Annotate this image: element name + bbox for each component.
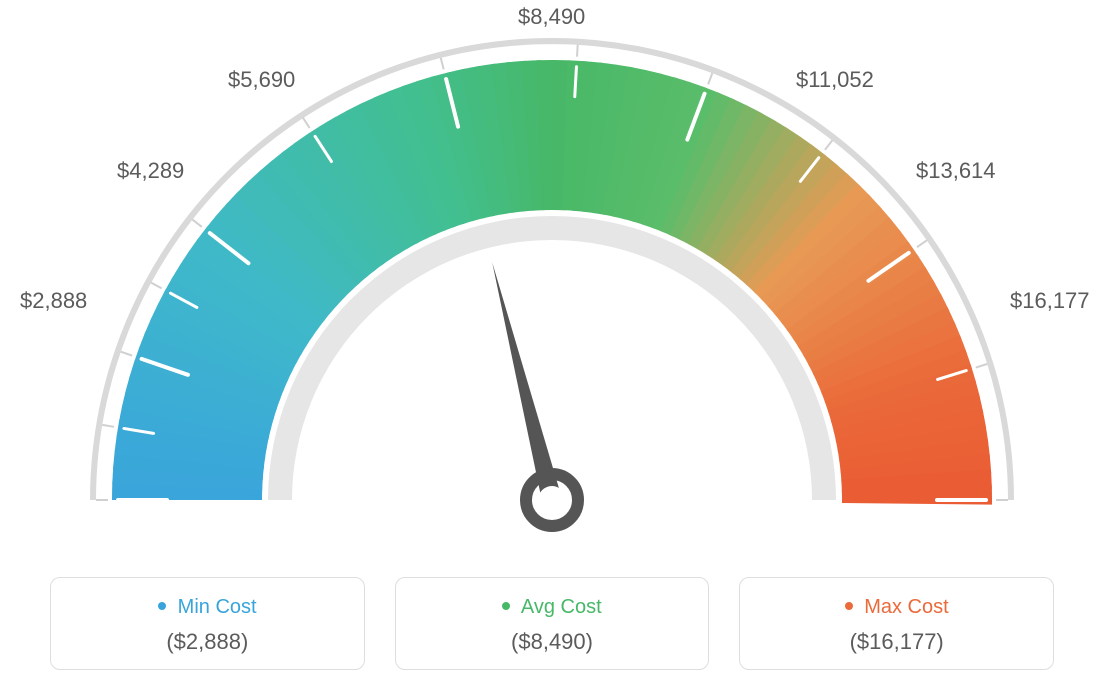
- avg-cost-label: Avg Cost: [521, 596, 602, 618]
- gauge-tick-label: $4,289: [117, 158, 184, 184]
- min-cost-value: ($2,888): [61, 629, 354, 655]
- gauge-tick-label: $2,888: [20, 288, 87, 314]
- gauge-tick-label: $11,052: [796, 67, 874, 93]
- gauge-chart-container: $2,888 $4,289 $5,690 $8,490 $11,052 $13,614 $1…: [0, 0, 1104, 690]
- max-cost-value: ($16,177): [750, 629, 1043, 655]
- min-cost-title: Min Cost: [61, 596, 354, 619]
- gauge-tick-label: $16,177: [1010, 288, 1090, 314]
- avg-cost-card: Avg Cost ($8,490): [395, 577, 710, 670]
- max-cost-label: Max Cost: [864, 596, 948, 618]
- min-cost-dot: [158, 602, 166, 610]
- max-cost-card: Max Cost ($16,177): [739, 577, 1054, 670]
- avg-cost-value: ($8,490): [406, 629, 699, 655]
- summary-cards: Min Cost ($2,888) Avg Cost ($8,490) Max …: [0, 577, 1104, 670]
- avg-cost-dot: [502, 602, 510, 610]
- gauge-tick-label: $8,490: [518, 4, 585, 30]
- min-cost-label: Min Cost: [178, 596, 257, 618]
- gauge-area: $2,888 $4,289 $5,690 $8,490 $11,052 $13,614 $1…: [0, 0, 1104, 540]
- gauge-tick-label: $5,690: [228, 67, 295, 93]
- avg-cost-title: Avg Cost: [406, 596, 699, 619]
- gauge-tick-label: $13,614: [916, 158, 996, 184]
- min-cost-card: Min Cost ($2,888): [50, 577, 365, 670]
- gauge-svg: [0, 0, 1104, 540]
- max-cost-dot: [845, 602, 853, 610]
- max-cost-title: Max Cost: [750, 596, 1043, 619]
